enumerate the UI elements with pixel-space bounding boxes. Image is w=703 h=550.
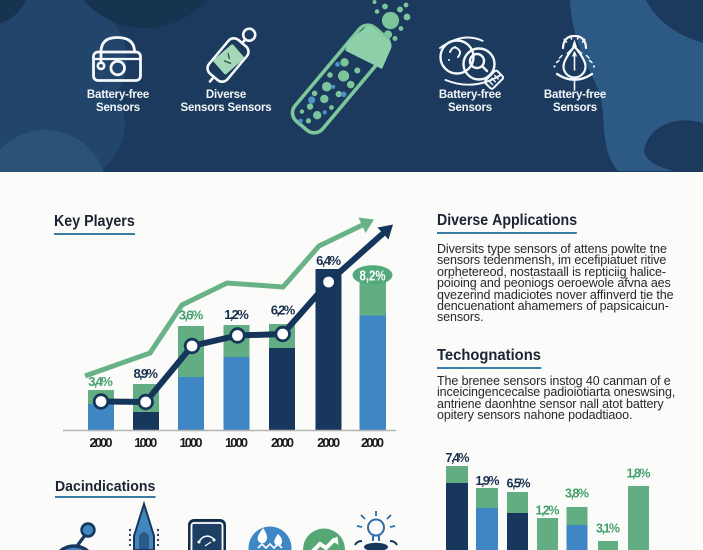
svg-text:2000: 2000 bbox=[90, 435, 113, 450]
svg-text:1,2%: 1,2% bbox=[224, 307, 249, 322]
svg-text:1,8%: 1,8% bbox=[627, 467, 651, 481]
svg-text:2000: 2000 bbox=[317, 435, 340, 450]
svg-text:3,1%: 3,1% bbox=[596, 522, 620, 536]
svg-text:3,8%: 3,8% bbox=[565, 487, 589, 501]
svg-text:2000: 2000 bbox=[271, 435, 294, 450]
svg-text:1000: 1000 bbox=[134, 435, 157, 450]
svg-text:8,9%: 8,9% bbox=[133, 366, 158, 381]
svg-text:1000: 1000 bbox=[180, 435, 203, 450]
svg-text:3,4%: 3,4% bbox=[88, 374, 113, 389]
svg-text:1,9%: 1,9% bbox=[476, 474, 500, 488]
svg-text:6,4%: 6,4% bbox=[316, 253, 341, 268]
svg-text:2000: 2000 bbox=[361, 435, 384, 450]
svg-text:6,5%: 6,5% bbox=[507, 477, 531, 491]
svg-text:3,6%: 3,6% bbox=[179, 308, 204, 323]
svg-text:7,4%: 7,4% bbox=[446, 451, 470, 465]
svg-text:1,2%: 1,2% bbox=[536, 504, 560, 518]
svg-text:1000: 1000 bbox=[225, 435, 248, 450]
svg-text:6,2%: 6,2% bbox=[271, 303, 296, 318]
svg-text:8,2%: 8,2% bbox=[360, 269, 386, 285]
